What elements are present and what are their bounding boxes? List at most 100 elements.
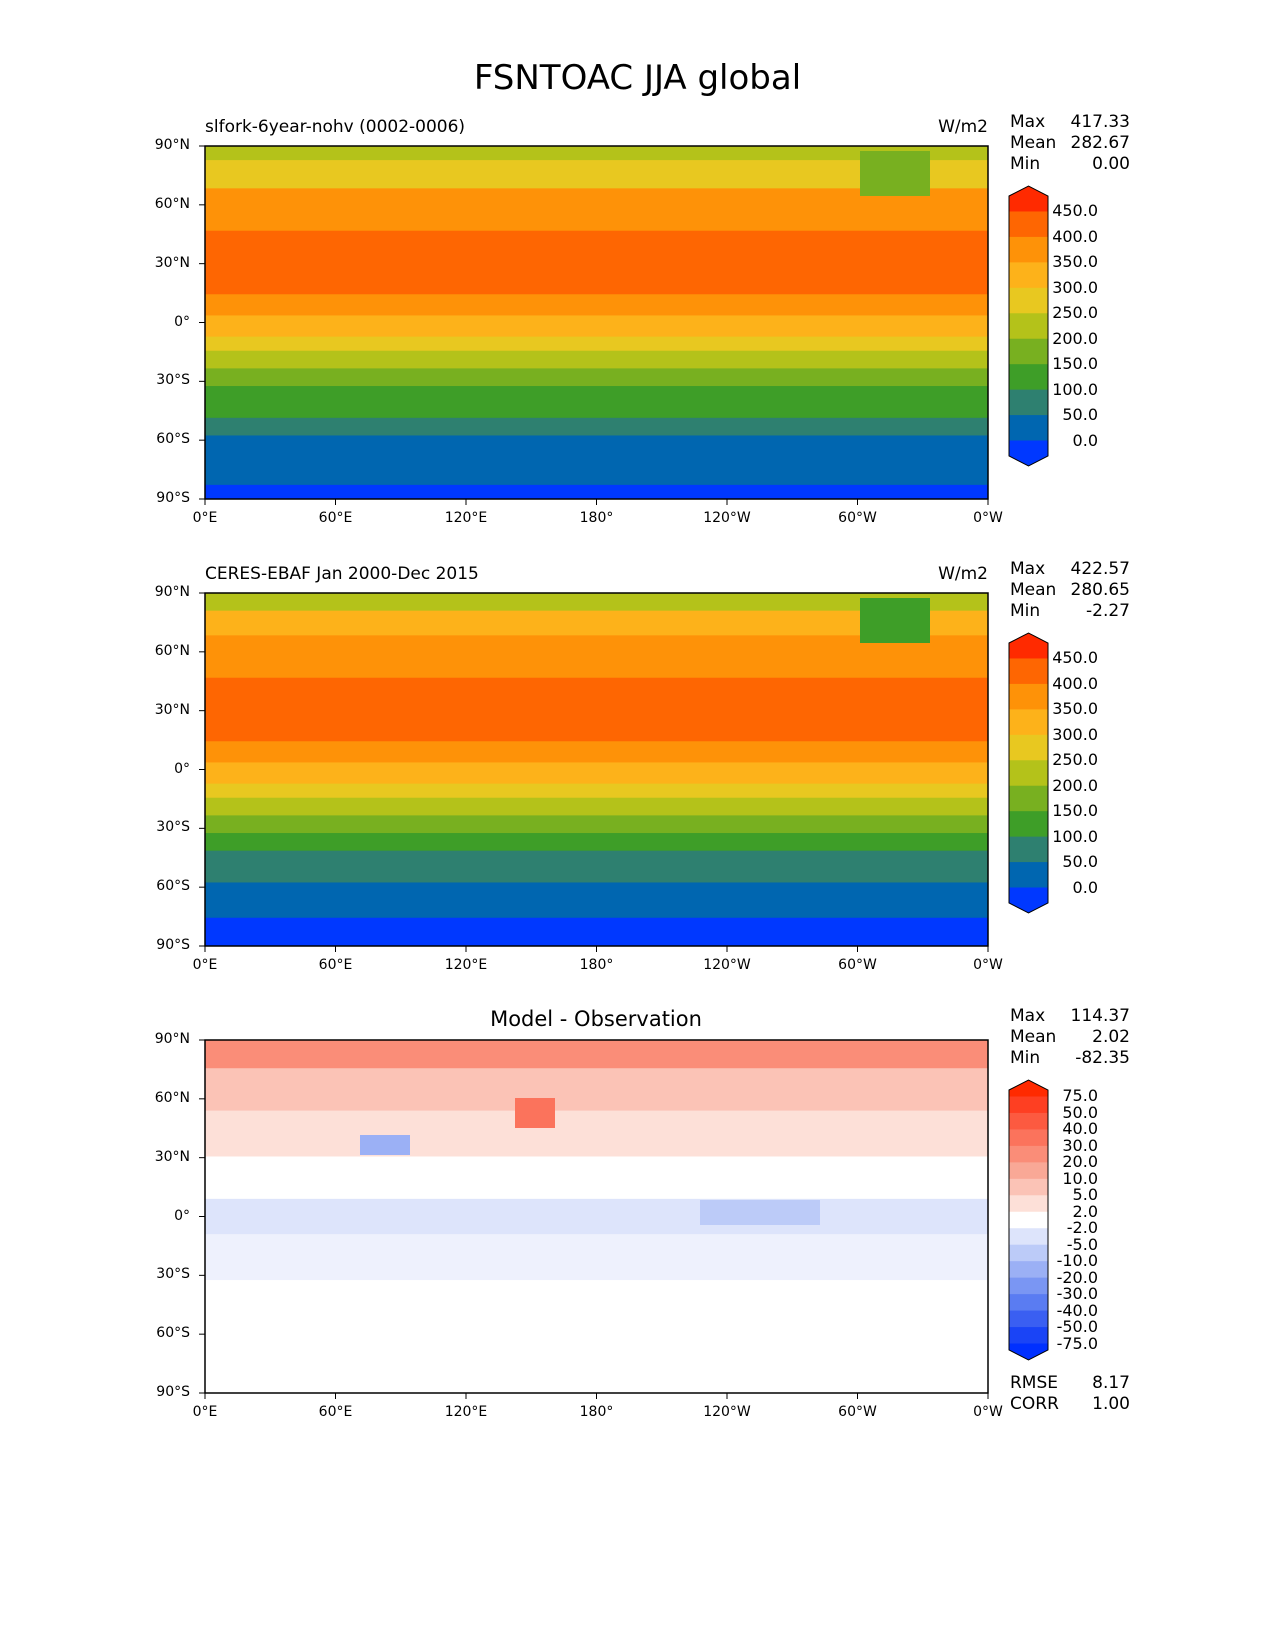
map-field-band [205,1068,988,1112]
map-field-band [205,833,988,852]
greenland-region [860,598,930,643]
colorbar-label: -20.0 [1056,1267,1098,1287]
colorbar-segment [1009,415,1048,442]
colorbar-segment [1009,389,1048,416]
greenland-region [860,151,930,196]
y-tick-label: 30°N [154,701,190,718]
x-tick-label: 0°W [973,957,1003,973]
colorbar-segment [1009,1096,1048,1114]
y-tick-label: 90°N [154,137,190,153]
colorbar-extend-max [1009,633,1048,659]
colorbar-label: 400.0 [1052,226,1098,246]
colorbar-segment [1009,1162,1048,1180]
colorbar-extend-min [1009,887,1048,913]
colorbar-label: 150.0 [1052,801,1098,821]
colorbar-segment [1009,236,1048,263]
anomaly-region [515,1098,555,1128]
y-tick-label: 90°S [156,490,190,506]
colorbar-label: 40.0 [1062,1119,1098,1139]
colorbar-label: 350.0 [1052,699,1098,719]
colorbar-outline [1008,632,1049,914]
stat-value: 282.67 [1070,133,1130,153]
y-tick-label: 60°N [154,1089,190,1106]
x-tick-label: 180° [579,510,614,526]
stat-label: Min [1010,154,1041,174]
map-field-band [205,1198,988,1235]
stat-value: 417.33 [1070,112,1130,132]
x-tick-label: 180° [579,1404,614,1420]
x-tick-label: 60°E [318,510,353,526]
map-field-band [205,882,988,919]
stat-value: -2.27 [1086,601,1130,621]
y-tick-label: 0° [174,313,190,330]
colorbar-label: 50.0 [1062,1102,1098,1122]
map-field-band [205,783,988,799]
colorbar-segment [1009,811,1048,838]
map-field-band [205,593,988,612]
anomaly-region [360,1135,410,1155]
colorbar-segment [1009,734,1048,761]
colorbar-label: 100.0 [1052,826,1098,846]
map-field-band [205,1040,988,1069]
colorbar-label: 200.0 [1052,328,1098,348]
colorbar-segment [1009,1228,1048,1246]
colorbar-segment [1009,313,1048,340]
colorbar-label: -10.0 [1056,1251,1098,1271]
colorbar-label: -30.0 [1056,1284,1098,1304]
x-tick-label: 180° [579,957,614,973]
x-tick-label: 0°W [973,1404,1003,1420]
map-field-band [205,315,988,338]
map-field-band [205,1280,988,1394]
map-field-band [205,146,988,161]
map-field-band [205,368,988,387]
x-tick-label: 120°W [703,957,751,973]
colorbar-segment [1009,1327,1048,1345]
map-field-band [205,635,988,679]
colorbar-label: 50.0 [1062,852,1098,872]
y-tick-label: 0° [174,760,190,777]
colorbar-label: 100.0 [1052,379,1098,399]
colorbar-segment [1009,1145,1048,1163]
colorbar-label: 150.0 [1052,354,1098,374]
colorbar-label: -2.0 [1066,1218,1098,1238]
x-tick-label: 60°W [838,1404,877,1420]
x-tick-label: 0°W [973,510,1003,526]
x-tick-label: 120°E [444,1404,488,1420]
map-field-band [205,1110,988,1157]
colorbar-segment [1009,338,1048,365]
map-field-band [205,160,988,189]
colorbar-segment [1009,1211,1048,1229]
x-tick-label: 120°W [703,510,751,526]
x-tick-label: 60°E [318,957,353,973]
y-tick-label: 90°N [154,1031,190,1047]
map-field-band [205,797,988,816]
x-tick-label: 120°W [703,1404,751,1420]
colorbar-outline [1008,1079,1049,1361]
stat-label: Mean [1010,133,1057,153]
y-tick-label: 60°S [156,1325,190,1342]
stat-label: Min [1010,601,1041,621]
colorbar-label: -40.0 [1056,1300,1098,1320]
colorbar-label: 0.0 [1072,430,1098,450]
colorbar-label: 400.0 [1052,673,1098,693]
corr-label: CORR [1010,1394,1059,1414]
y-tick-label: 60°S [156,431,190,448]
colorbar-segment [1009,658,1048,685]
x-tick-label: 120°E [444,957,488,973]
map-field-band [205,417,988,436]
anomaly-region [700,1200,820,1225]
map-field-band [205,1234,988,1281]
colorbar-segment [1009,1310,1048,1328]
colorbar-segment [1009,1244,1048,1262]
x-tick-label: 60°W [838,510,877,526]
colorbar-label: 20.0 [1062,1152,1098,1172]
y-tick-label: 0° [174,1207,190,1224]
map-field-band [205,336,988,352]
rmse-value: 8.17 [1092,1373,1130,1393]
colorbar-label: -5.0 [1066,1234,1098,1254]
units-label: W/m2 [938,117,988,137]
colorbar-label: -50.0 [1056,1317,1098,1337]
figure-title: FSNTOAC JJA global [473,58,802,98]
